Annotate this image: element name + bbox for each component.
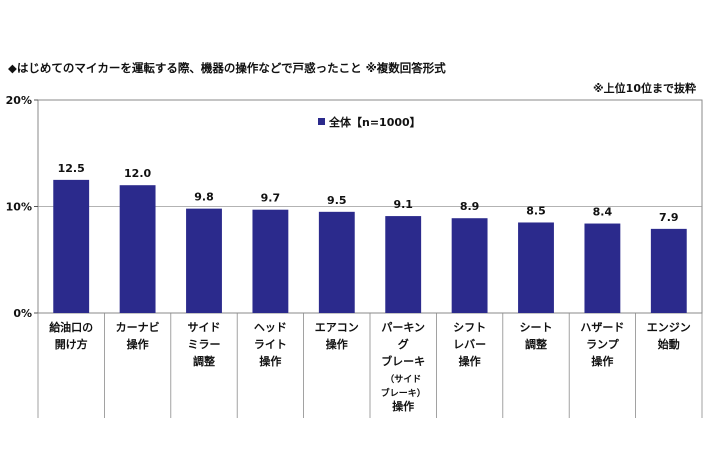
- category-label: 調整: [193, 354, 215, 368]
- category-label: ハザード: [580, 321, 624, 334]
- plot-area: 0% 10% 20%: [6, 94, 703, 418]
- category-label: エンジン: [647, 321, 691, 334]
- category-label: サイド: [188, 321, 221, 334]
- bars: [53, 179, 687, 313]
- legend-swatch: [318, 118, 325, 125]
- category-label: ミラー: [188, 338, 221, 351]
- category-label: 操作: [591, 354, 613, 368]
- category-label: シフト: [453, 321, 486, 334]
- data-label: 9.7: [261, 192, 281, 205]
- category-label: 操作: [459, 354, 481, 368]
- bar: [385, 216, 422, 313]
- category-label: 操作: [259, 354, 281, 368]
- data-label: 8.5: [526, 204, 546, 217]
- y-tick-label: 10%: [6, 201, 32, 214]
- category-label: シート: [520, 321, 553, 334]
- chart-note: ※上位10位まで抜粋: [592, 82, 696, 95]
- bar: [650, 228, 687, 313]
- category-label: 操作: [326, 337, 348, 351]
- bar: [186, 208, 222, 313]
- bar: [451, 218, 488, 313]
- data-label: 8.9: [460, 200, 480, 213]
- bar: [518, 222, 554, 313]
- category-label: エアコン: [315, 321, 359, 334]
- bar: [119, 185, 156, 313]
- data-label: 8.4: [593, 206, 613, 219]
- category-label: ブレーキ）: [381, 387, 426, 399]
- data-label: 7.9: [659, 211, 679, 224]
- category-label: カーナビ: [116, 320, 160, 334]
- category-label: パーキン: [381, 321, 425, 334]
- category-label: 操作: [392, 399, 414, 413]
- bar: [584, 223, 621, 313]
- legend-label: 全体【n=1000】: [328, 115, 421, 129]
- category-label: 開け方: [55, 337, 88, 351]
- data-label: 9.5: [327, 194, 347, 207]
- legend: 全体【n=1000】: [318, 115, 421, 129]
- y-tick-label: 0%: [13, 307, 32, 320]
- data-label: 9.1: [393, 198, 413, 211]
- category-label: 始動: [658, 337, 680, 351]
- data-label: 9.8: [194, 191, 214, 204]
- y-tick-label: 20%: [6, 94, 32, 107]
- category-label: 操作: [127, 337, 149, 351]
- bar: [252, 209, 289, 313]
- bar: [53, 179, 90, 313]
- category-label: ブレーキ: [381, 354, 425, 368]
- category-label: 調整: [525, 337, 547, 351]
- bar: [318, 211, 355, 313]
- data-label: 12.5: [58, 162, 85, 175]
- category-labels: 給油口の開け方カーナビ操作サイドミラー調整ヘッドライト操作エアコン操作パーキング…: [49, 320, 691, 413]
- chart-title: ◆はじめてのマイカーを運転する際、機器の操作などで戸惑ったこと ※複数回答形式: [8, 61, 446, 75]
- category-label: ライト: [254, 338, 287, 351]
- category-label: ヘッド: [254, 321, 287, 334]
- data-label: 12.0: [124, 167, 151, 180]
- category-label: 給油口の: [49, 320, 93, 334]
- category-label: レバー: [453, 338, 486, 351]
- category-label: （サイド: [385, 374, 421, 385]
- category-label: ランプ: [586, 337, 620, 351]
- data-labels: 12.5 12.0 9.8 9.7 9.5 9.1 8.9 8.5 8.4 7.9: [58, 162, 679, 224]
- category-label: グ: [398, 337, 409, 351]
